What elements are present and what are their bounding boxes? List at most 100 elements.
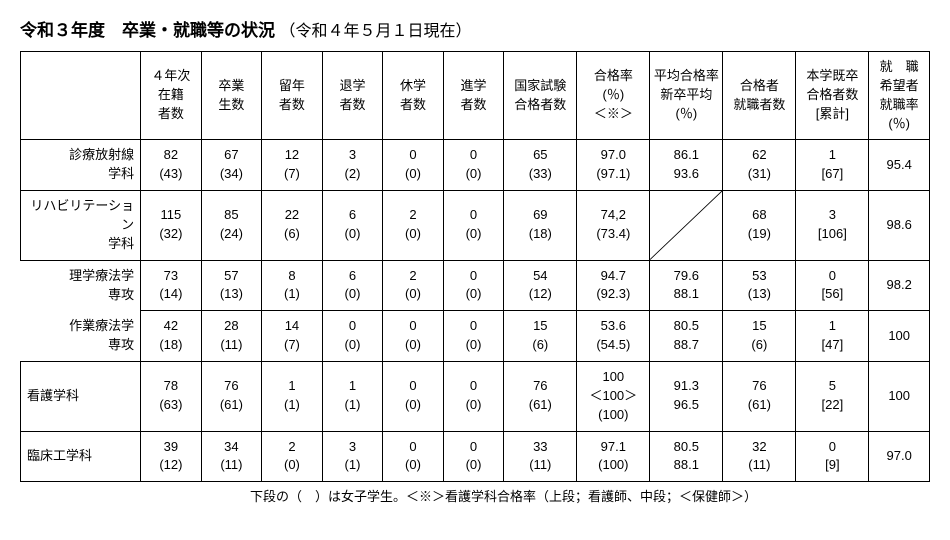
header-avg-rate: 平均合格率新卒平均(％) [650,52,723,140]
cell: 0(0) [443,191,504,261]
cell: 1(1) [262,361,323,431]
cell: 0(0) [383,431,444,482]
cell: 0(0) [443,311,504,362]
cell: 76(61) [504,361,577,431]
cell: 42(18) [141,311,202,362]
header-advance: 進学者数 [443,52,504,140]
cell: 76(61) [723,361,796,431]
cell: 0(0) [383,361,444,431]
cell: 67(34) [201,140,262,191]
cell: 100 [869,311,930,362]
cell: 100 [869,361,930,431]
title-date: （令和４年５月１日現在） [279,23,471,40]
cell: 85(24) [201,191,262,261]
cell: 79.688.1 [650,260,723,311]
cell: 62(31) [723,140,796,191]
footnote: 下段の（ ）は女子学生。＜※＞看護学科合格率（上段；看護師、中段；＜保健師＞） [20,486,930,505]
label-pt: 理学療法学専攻 [21,260,141,311]
cell: 33(11) [504,431,577,482]
cell: 53(13) [723,260,796,311]
row-ot: 作業療法学専攻 42(18) 28(11) 14(7) 0(0) 0(0) 0(… [21,311,930,362]
cell: 100＜100＞(100) [577,361,650,431]
cell: 97.0 [869,431,930,482]
cell: 15(6) [504,311,577,362]
cell: 2(0) [383,260,444,311]
cell: 1(1) [322,361,383,431]
cell: 0(0) [443,361,504,431]
header-employed: 合格者就職者数 [723,52,796,140]
cell: 8(1) [262,260,323,311]
label-clinical-eng: 臨床工学科 [21,431,141,482]
title-main: 令和３年度 卒業・就職等の状況 [20,21,275,40]
cell: 22(6) [262,191,323,261]
header-cumulative: 本学既卒合格者数[累計] [796,52,869,140]
cell: 80.588.1 [650,431,723,482]
cell: 80.588.7 [650,311,723,362]
cell: 0[56] [796,260,869,311]
cell: 39(12) [141,431,202,482]
cell: 15(6) [723,311,796,362]
header-row: ４年次在籍者数 卒業生数 留年者数 退学者数 休学者数 進学者数 国家試験合格者… [21,52,930,140]
cell: 73(14) [141,260,202,311]
cell: 86.193.6 [650,140,723,191]
cell: 2(0) [383,191,444,261]
cell: 3(1) [322,431,383,482]
cell: 12(7) [262,140,323,191]
header-enrolled: ４年次在籍者数 [141,52,202,140]
cell: 74,2(73.4) [577,191,650,261]
cell: 97.0(97.1) [577,140,650,191]
cell: 94.7(92.3) [577,260,650,311]
cell: 0(0) [383,140,444,191]
cell: 1[47] [796,311,869,362]
row-rehab: リハビリテーション学科 115(32) 85(24) 22(6) 6(0) 2(… [21,191,930,261]
cell: 2(0) [262,431,323,482]
cell: 97.1(100) [577,431,650,482]
header-repeat: 留年者数 [262,52,323,140]
cell: 3(2) [322,140,383,191]
cell: 34(11) [201,431,262,482]
cell: 54(12) [504,260,577,311]
header-withdraw: 退学者数 [322,52,383,140]
cell: 1[67] [796,140,869,191]
cell: 0(0) [443,260,504,311]
cell: 5[22] [796,361,869,431]
label-radiology: 診療放射線学科 [21,140,141,191]
row-nursing: 看護学科 78(63) 76(61) 1(1) 1(1) 0(0) 0(0) 7… [21,361,930,431]
header-blank [21,52,141,140]
cell: 14(7) [262,311,323,362]
row-clinical-eng: 臨床工学科 39(12) 34(11) 2(0) 3(1) 0(0) 0(0) … [21,431,930,482]
cell: 91.396.5 [650,361,723,431]
cell: 0(0) [443,431,504,482]
header-pass-rate: 合格率(％)＜※＞ [577,52,650,140]
cell-diagonal [650,191,723,261]
cell: 98.2 [869,260,930,311]
cell: 0[9] [796,431,869,482]
status-table: ４年次在籍者数 卒業生数 留年者数 退学者数 休学者数 進学者数 国家試験合格者… [20,51,930,482]
cell: 95.4 [869,140,930,191]
cell: 76(61) [201,361,262,431]
header-leave: 休学者数 [383,52,444,140]
cell: 53.6(54.5) [577,311,650,362]
header-exam-pass: 国家試験合格者数 [504,52,577,140]
cell: 57(13) [201,260,262,311]
header-graduates: 卒業生数 [201,52,262,140]
cell: 69(18) [504,191,577,261]
row-radiology: 診療放射線学科 82(43) 67(34) 12(7) 3(2) 0(0) 0(… [21,140,930,191]
header-emp-rate: 就 職希望者就職率(％) [869,52,930,140]
cell: 0(0) [383,311,444,362]
cell: 28(11) [201,311,262,362]
label-nursing: 看護学科 [21,361,141,431]
label-ot: 作業療法学専攻 [21,311,141,362]
cell: 98.6 [869,191,930,261]
cell: 3[106] [796,191,869,261]
cell: 115(32) [141,191,202,261]
cell: 0(0) [322,311,383,362]
cell: 65(33) [504,140,577,191]
cell: 6(0) [322,260,383,311]
cell: 6(0) [322,191,383,261]
cell: 78(63) [141,361,202,431]
cell: 82(43) [141,140,202,191]
row-pt: 理学療法学専攻 73(14) 57(13) 8(1) 6(0) 2(0) 0(0… [21,260,930,311]
cell: 68(19) [723,191,796,261]
label-rehab: リハビリテーション学科 [21,191,141,261]
